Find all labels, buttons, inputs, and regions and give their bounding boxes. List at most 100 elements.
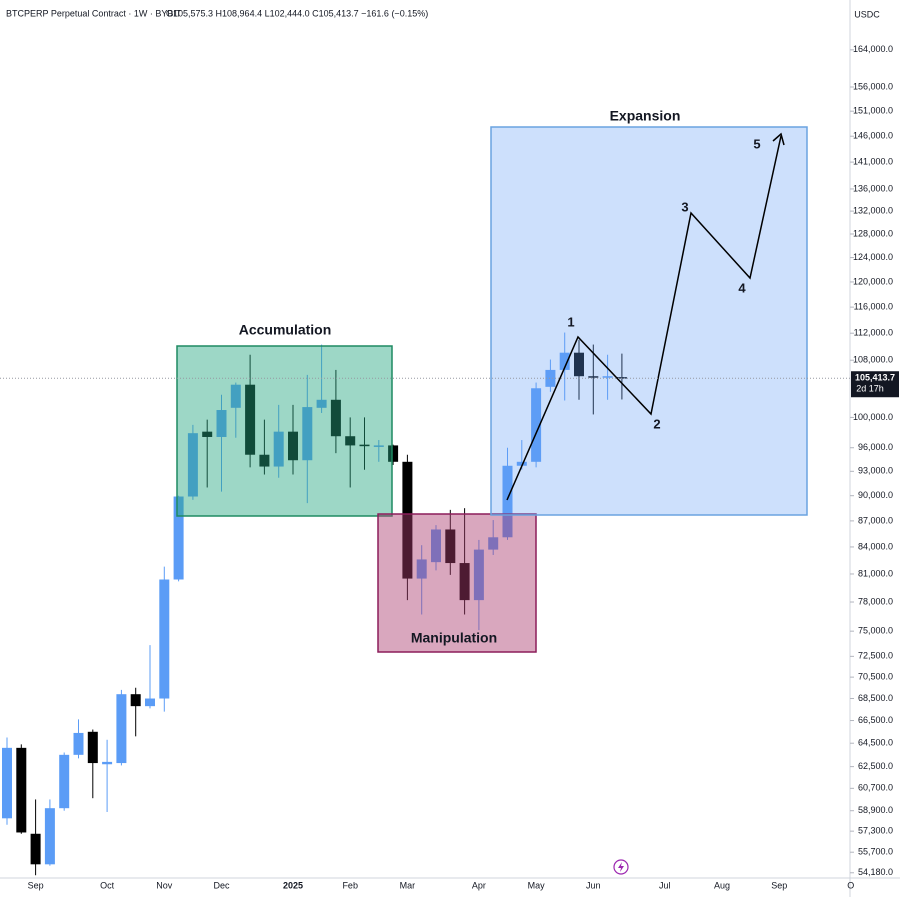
x-tick-label: Dec — [213, 880, 230, 890]
y-tick-label: 124,000.0 — [853, 252, 893, 262]
y-tick-label: 60,700.0 — [858, 783, 893, 793]
candle-body — [302, 407, 313, 461]
x-tick-label: May — [528, 880, 546, 890]
y-tick-label: 120,000.0 — [853, 276, 893, 286]
y-tick-label: 66,500.0 — [858, 715, 893, 725]
wave-label: 1 — [567, 314, 574, 329]
y-tick-label: 136,000.0 — [853, 183, 893, 193]
candle-body — [187, 433, 198, 497]
candle-body — [359, 444, 370, 447]
candle-body — [502, 465, 513, 538]
candle-body — [473, 549, 484, 601]
candle-body — [102, 761, 113, 765]
alert-icon[interactable] — [613, 859, 629, 875]
candle-body — [431, 529, 441, 563]
accumulation-box — [176, 345, 393, 517]
y-tick-label: 70,500.0 — [858, 672, 893, 682]
expansion-box — [490, 126, 808, 516]
candle-body — [30, 833, 41, 865]
box-label: Manipulation — [411, 630, 497, 646]
y-tick-label: 78,000.0 — [858, 596, 893, 606]
y-tick-label: 62,500.0 — [858, 761, 893, 771]
x-tick-label: 2025 — [283, 880, 303, 890]
y-tick-label: 128,000.0 — [853, 228, 893, 238]
y-tick-label: 84,000.0 — [858, 541, 893, 551]
y-tick-label: 132,000.0 — [853, 205, 893, 215]
x-tick-label: Aug — [714, 880, 730, 890]
candle-body — [373, 445, 384, 447]
y-tick-label: 68,500.0 — [858, 693, 893, 703]
wave-label: 2 — [653, 416, 660, 431]
candle-body — [402, 461, 413, 579]
box-label: Expansion — [610, 108, 681, 124]
y-tick-label: 100,000.0 — [853, 412, 893, 422]
candle-body — [173, 496, 184, 580]
candle-body — [2, 747, 12, 819]
candle-body — [259, 454, 270, 467]
candles — [2, 332, 627, 876]
candle-body — [202, 431, 213, 437]
x-tick-label: Feb — [342, 880, 358, 890]
candle-body — [273, 431, 284, 467]
y-tick-label: 146,000.0 — [853, 131, 893, 141]
y-tick-label: 55,700.0 — [858, 847, 893, 857]
wave-label: 4 — [738, 280, 746, 295]
candle-body — [216, 410, 227, 437]
y-tick-label: 164,000.0 — [853, 44, 893, 54]
x-tick-label: Jun — [586, 880, 601, 890]
last-price-label: 105,413.7 — [855, 373, 895, 383]
y-tick-label: 156,000.0 — [853, 81, 893, 91]
wave-label: 3 — [681, 199, 688, 214]
x-tick-label: Jul — [659, 880, 671, 890]
candle-body — [516, 461, 527, 466]
last-price-box — [851, 371, 899, 398]
candle-body — [130, 694, 141, 707]
candle-body — [545, 369, 556, 387]
candle-body — [159, 579, 170, 699]
y-tick-label: 54,180.0 — [858, 867, 893, 877]
wave-label: 5 — [753, 136, 760, 151]
candle-body — [330, 399, 341, 437]
candle-body — [288, 431, 298, 461]
candle-body — [488, 537, 499, 550]
x-tick-label: Sep — [28, 880, 44, 890]
candle-body — [73, 732, 84, 755]
y-tick-label: 151,000.0 — [853, 106, 893, 116]
candle-body — [44, 808, 55, 865]
header-ohlc: O105,575.3 H108,964.4 L102,444.0 C105,41… — [166, 8, 428, 18]
candle-body — [59, 754, 70, 809]
wave-path — [506, 135, 782, 501]
candle-body — [588, 376, 599, 378]
candle-body — [459, 563, 470, 601]
y-tick-label: 108,000.0 — [853, 355, 893, 365]
x-tick-label: Apr — [472, 880, 486, 890]
y-tick-label: 58,900.0 — [858, 805, 893, 815]
candle-body — [145, 698, 155, 707]
y-tick-label: 87,000.0 — [858, 515, 893, 525]
x-tick-label: Sep — [771, 880, 787, 890]
y-tick-label: 112,000.0 — [854, 328, 893, 338]
candle-body — [445, 529, 456, 564]
manipulation-box — [377, 513, 537, 653]
candle-body — [602, 376, 613, 378]
currency: USDC — [854, 9, 880, 19]
x-tick-label: Mar — [400, 880, 416, 890]
candle-body — [116, 694, 127, 764]
y-tick-label: 64,500.0 — [858, 738, 893, 748]
y-tick-label: 81,000.0 — [858, 568, 893, 578]
candle-body — [416, 559, 427, 579]
candle-body — [559, 352, 570, 370]
candle-body — [316, 399, 327, 408]
header-symbol: BTCPERP Perpetual Contract · 1W · BYBIT — [6, 8, 182, 18]
y-tick-label: 90,000.0 — [858, 490, 893, 500]
y-tick-label: 57,300.0 — [858, 826, 893, 836]
wave-arrowhead — [772, 132, 785, 146]
candle-body — [230, 384, 241, 408]
candle-body — [531, 388, 542, 462]
candle-body — [87, 731, 98, 764]
candle-body — [16, 747, 27, 833]
candle-body — [245, 384, 256, 455]
candle-body — [574, 352, 584, 377]
